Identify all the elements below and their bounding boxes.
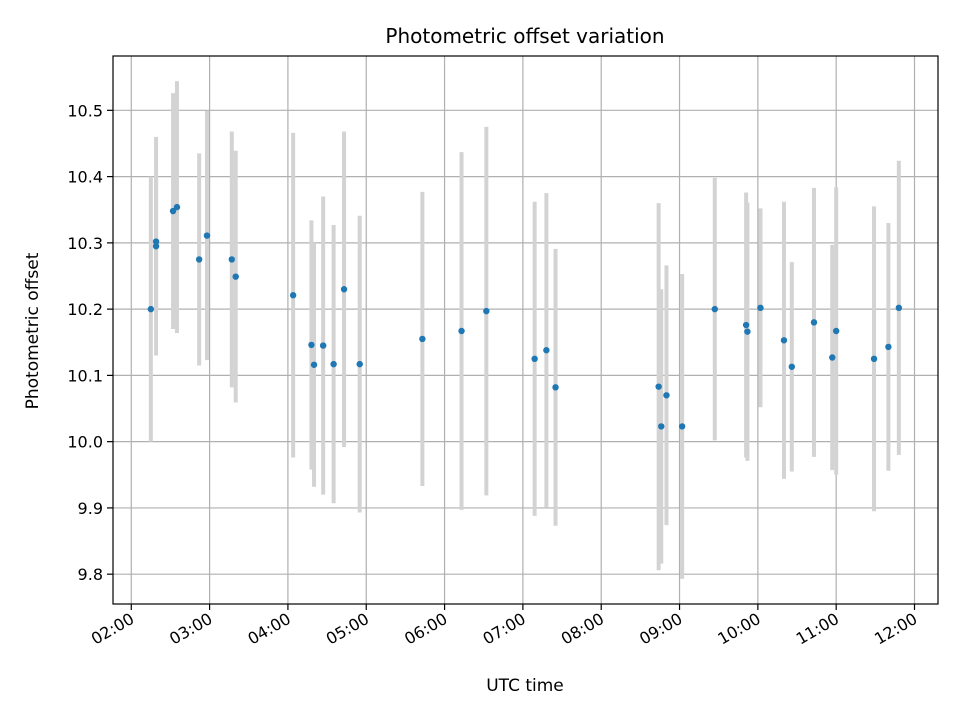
y-tick-label: 9.8 [78,565,103,584]
data-point [885,343,892,351]
data-point [655,383,662,390]
y-tick-label: 10.0 [67,433,103,452]
data-point [744,328,751,335]
data-point [742,321,750,329]
data-point [832,327,840,335]
data-point [552,384,559,391]
data-point [173,203,181,211]
data-point [152,238,160,245]
data-point [147,305,155,313]
data-point [308,341,315,349]
data-point [757,304,764,312]
data-point [310,361,318,368]
data-point [195,256,203,263]
data-point [152,242,160,250]
data-point [780,337,788,344]
data-point [678,423,686,430]
y-tick-label: 10.3 [67,234,103,253]
y-tick-label: 10.4 [67,168,103,187]
y-axis-title: Photometric offset [23,252,43,409]
y-tick-label: 10.2 [67,300,103,319]
y-axis-ticks: 9.8 9.9 10.0 10.1 10.2 10.3 10.4 10.5 [67,101,113,584]
data-point [895,304,903,312]
data-point [531,355,538,363]
plot-frame [112,55,939,605]
data-point [340,286,348,293]
data-point [458,327,465,335]
data-point [658,423,665,430]
data-point [788,363,795,370]
y-tick-label: 10.1 [67,366,103,385]
y-tick-label: 9.9 [78,499,103,518]
data-points [147,203,903,430]
data-point [289,292,297,299]
data-point [829,354,836,361]
chart-title: Photometric offset variation [385,24,664,48]
y-tick-label: 10.5 [67,101,103,120]
data-point [419,335,426,343]
data-point [319,342,327,349]
x-axis-title: UTC time [486,676,564,696]
data-point [711,305,718,313]
data-point [169,207,177,215]
data-point [203,232,211,239]
data-point [543,347,550,354]
data-point [330,360,337,368]
data-point [663,392,670,399]
data-point [228,256,235,263]
data-point [870,355,878,363]
data-point [356,360,363,368]
data-point [232,273,239,280]
data-point [810,319,818,326]
data-point [483,307,490,315]
